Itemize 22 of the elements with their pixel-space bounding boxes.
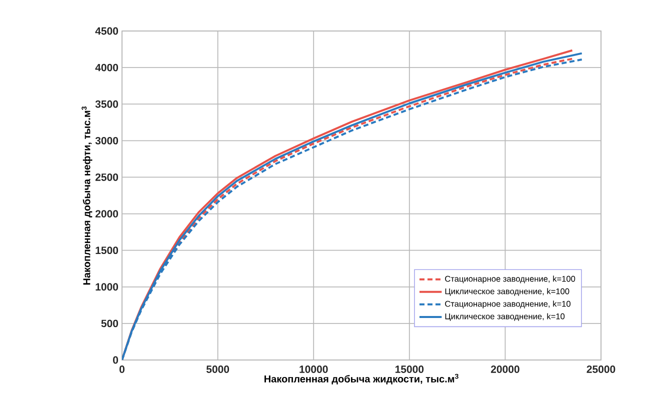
x-tick-label: 25000: [586, 366, 616, 373]
y-tick-label: 500: [101, 320, 118, 328]
y-tick-label: 1000: [96, 283, 118, 291]
x-axis-title: Накопленная добыча жидкости, тыс.м$^{3}$: [264, 374, 458, 384]
legend-label: Циклическое заводнение, k=100: [445, 288, 570, 296]
y-tick-label: 3500: [95, 100, 118, 108]
y-tick-label: 3000: [95, 136, 118, 144]
y-tick-label: 0: [113, 356, 118, 364]
y-axis-title: Накопленная добыча нефти, тыс.м$^{3}$: [82, 106, 92, 285]
y-tick-label: 1500: [96, 246, 118, 254]
y-tick-label: 2000: [95, 210, 118, 218]
legend-label: Стационарное заводнение, k=100: [445, 276, 576, 284]
legend-label: Стационарное заводнение, k=10: [445, 300, 570, 308]
x-tick-label: 10000: [300, 366, 328, 373]
legend-label: Циклическое заводнение, k=10: [445, 313, 565, 321]
x-tick-label: 15000: [395, 366, 424, 373]
y-tick-label: 4000: [95, 64, 118, 72]
x-tick-label: 20000: [490, 366, 520, 373]
y-tick-label: 2500: [95, 174, 118, 181]
x-tick-label: 0: [119, 366, 124, 373]
x-tick-label: 5000: [206, 366, 230, 373]
y-tick-label: 4500: [95, 27, 118, 35]
